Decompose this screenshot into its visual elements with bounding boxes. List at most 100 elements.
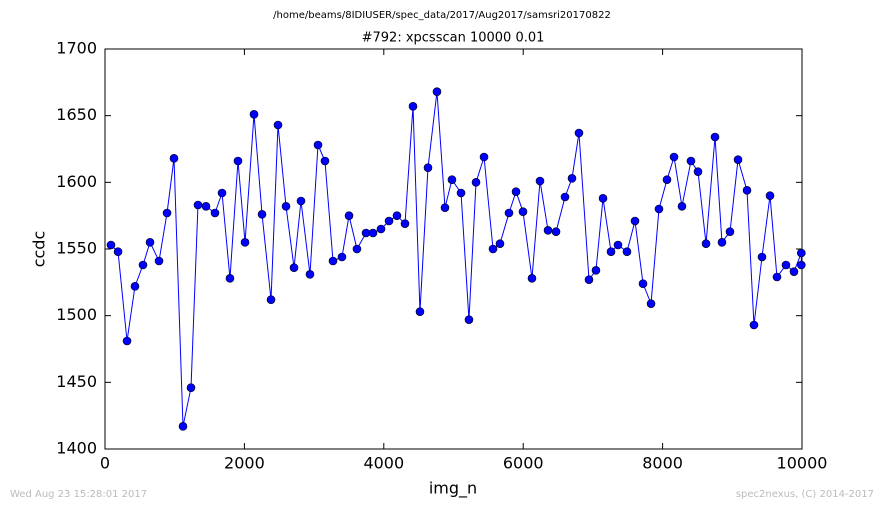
data-point bbox=[169, 154, 179, 163]
data-point bbox=[488, 244, 498, 254]
data-point bbox=[384, 216, 394, 226]
data-point bbox=[733, 155, 743, 164]
data-point bbox=[765, 191, 775, 200]
data-point bbox=[392, 211, 402, 220]
data-point bbox=[313, 140, 323, 150]
data-point bbox=[638, 279, 648, 288]
data-point bbox=[233, 156, 243, 166]
data-point bbox=[772, 272, 782, 282]
data-point bbox=[654, 204, 664, 214]
data-point bbox=[193, 200, 203, 210]
suptitle: /home/beams/8IDIUSER/spec_data/2017/Aug2… bbox=[273, 10, 611, 21]
data-point bbox=[630, 216, 640, 226]
data-point bbox=[423, 163, 433, 172]
x-tick-label: 8000 bbox=[642, 454, 683, 473]
data-point bbox=[669, 152, 679, 162]
data-point bbox=[677, 202, 687, 211]
data-point bbox=[273, 120, 283, 130]
data-point bbox=[471, 178, 481, 187]
data-point bbox=[518, 207, 528, 216]
y-tick-label: 1600 bbox=[56, 172, 97, 191]
data-point bbox=[328, 256, 338, 266]
data-point bbox=[305, 270, 315, 279]
data-point bbox=[495, 239, 505, 248]
data-point bbox=[225, 274, 235, 283]
data-point bbox=[511, 187, 521, 196]
data-point bbox=[447, 175, 457, 184]
data-point bbox=[266, 295, 276, 304]
data-point bbox=[535, 176, 545, 186]
data-point bbox=[113, 247, 123, 256]
data-point bbox=[154, 256, 164, 266]
data-point bbox=[479, 152, 489, 162]
data-point bbox=[710, 132, 720, 142]
data-point bbox=[240, 238, 250, 247]
data-point bbox=[138, 260, 148, 270]
data-point bbox=[201, 202, 211, 211]
data-point bbox=[725, 227, 735, 236]
data-point bbox=[797, 248, 806, 258]
data-point bbox=[400, 219, 410, 228]
data-point bbox=[567, 174, 577, 183]
data-point bbox=[662, 175, 672, 184]
data-point bbox=[560, 192, 570, 202]
data-point bbox=[789, 267, 799, 276]
plot-frame bbox=[104, 48, 803, 450]
data-point bbox=[598, 194, 608, 203]
data-point bbox=[281, 202, 291, 211]
data-point bbox=[432, 87, 442, 96]
data-point bbox=[606, 247, 616, 256]
data-point bbox=[210, 208, 220, 218]
data-point bbox=[551, 227, 561, 236]
x-tick-label: 2000 bbox=[224, 454, 265, 473]
data-point bbox=[527, 274, 537, 283]
data-point bbox=[217, 188, 227, 198]
footer-credit: spec2nexus, (C) 2014-2017 bbox=[736, 489, 874, 500]
data-point bbox=[296, 196, 306, 206]
data-point bbox=[106, 240, 116, 250]
data-point bbox=[701, 239, 711, 248]
data-point bbox=[320, 156, 330, 166]
x-tick-label: 4000 bbox=[363, 454, 404, 473]
x-tick-label: 6000 bbox=[503, 454, 544, 473]
data-point bbox=[440, 203, 450, 212]
footer-date: Wed Aug 23 15:28:01 2017 bbox=[10, 489, 147, 500]
data-point bbox=[368, 228, 378, 238]
y-tick-label: 1450 bbox=[56, 372, 97, 391]
data-point bbox=[464, 315, 474, 324]
data-point bbox=[337, 252, 347, 262]
data-point bbox=[543, 226, 553, 235]
data-point bbox=[130, 282, 140, 291]
data-point bbox=[574, 128, 584, 138]
data-point bbox=[504, 208, 514, 218]
data-point bbox=[344, 211, 354, 220]
data-point bbox=[408, 102, 418, 111]
x-tick-label: 0 bbox=[100, 454, 110, 473]
data-point bbox=[742, 186, 752, 195]
data-point bbox=[686, 156, 696, 166]
chart-title: #792: xpcsscan 10000 0.01 bbox=[362, 31, 545, 46]
data-point bbox=[145, 238, 155, 247]
y-tick-label: 1550 bbox=[56, 239, 97, 258]
data-point bbox=[781, 260, 791, 270]
y-tick-label: 1700 bbox=[56, 39, 97, 58]
data-point bbox=[178, 422, 188, 431]
data-point bbox=[693, 167, 703, 176]
data-point bbox=[584, 275, 594, 284]
y-tick-label: 1650 bbox=[56, 105, 97, 124]
data-point bbox=[622, 247, 632, 256]
data-point bbox=[797, 260, 806, 270]
data-point bbox=[613, 240, 623, 250]
data-point bbox=[352, 244, 362, 254]
data-point bbox=[749, 320, 759, 330]
x-tick-label: 10000 bbox=[777, 454, 828, 473]
y-axis-label: ccdc bbox=[30, 231, 49, 268]
data-point bbox=[717, 238, 727, 247]
data-point bbox=[122, 336, 132, 346]
data-point bbox=[186, 383, 196, 392]
data-point bbox=[591, 266, 601, 275]
y-tick-label: 1400 bbox=[56, 439, 97, 458]
data-point bbox=[757, 252, 767, 262]
data-point bbox=[646, 299, 656, 308]
